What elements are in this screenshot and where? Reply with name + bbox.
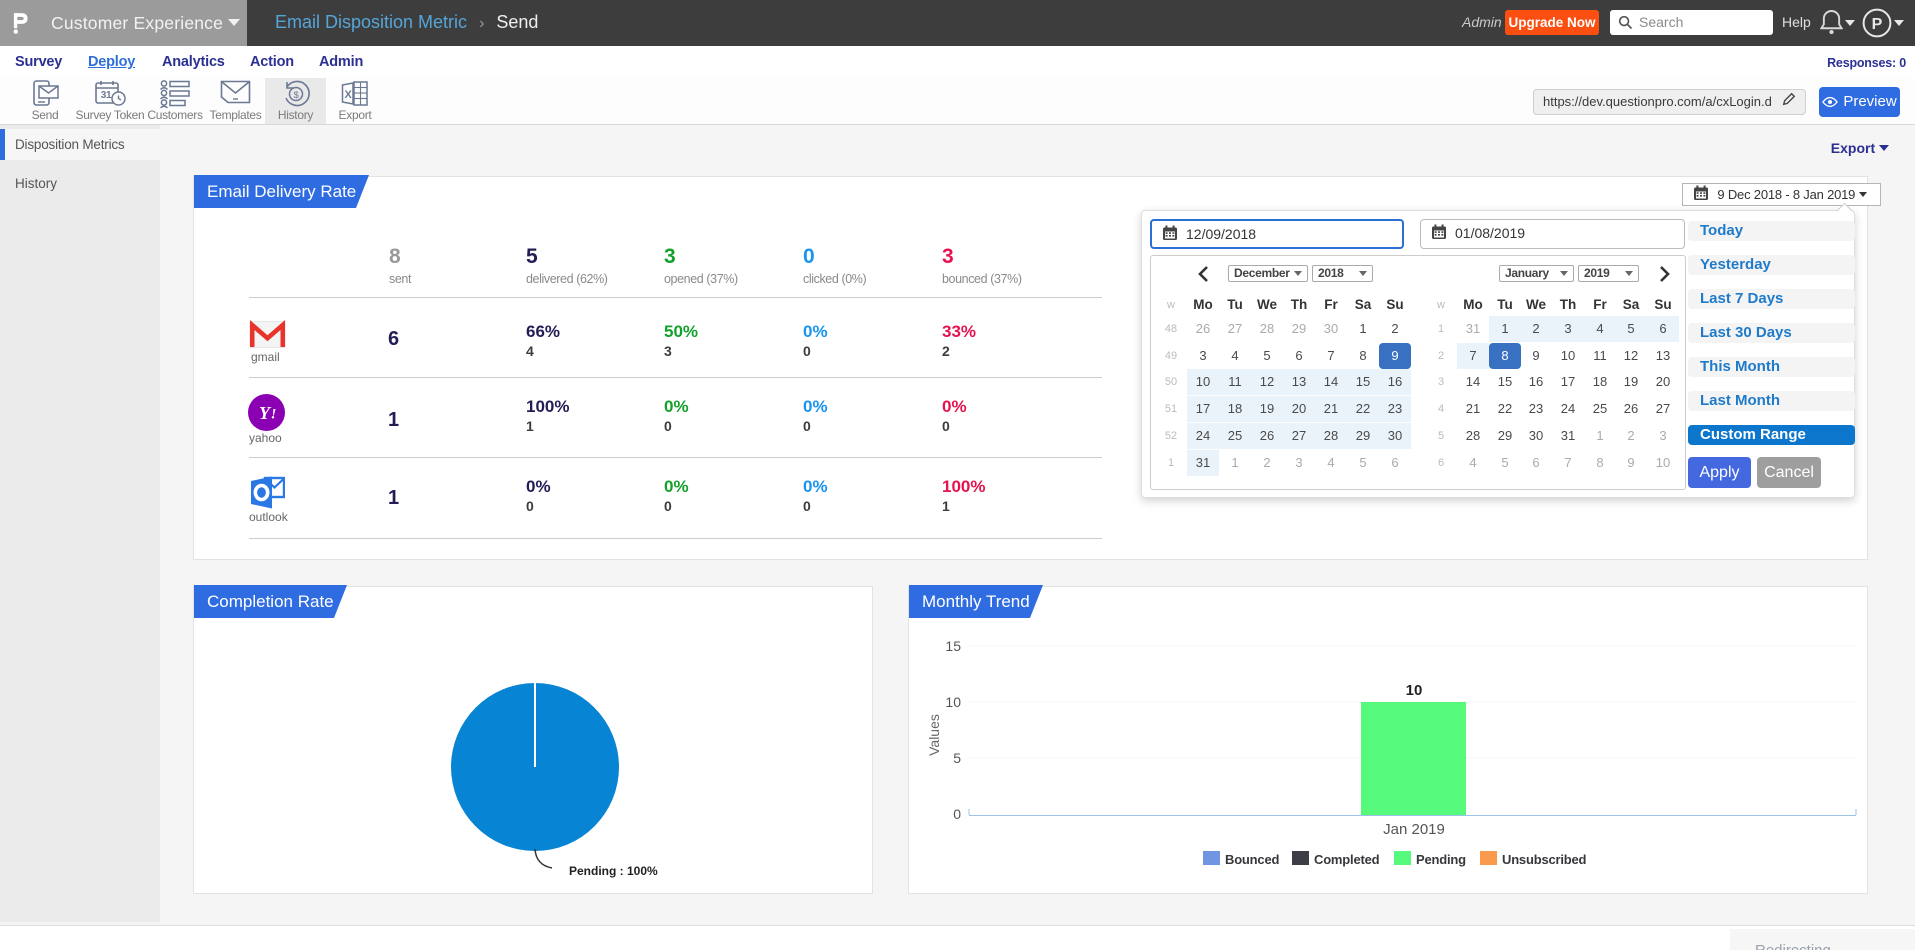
svg-text:Values: Values <box>926 714 942 756</box>
svg-text:$: $ <box>293 90 299 101</box>
svg-text:Unsubscribed: Unsubscribed <box>1502 852 1587 867</box>
svg-text:Completed: Completed <box>1314 852 1380 867</box>
svg-text:5: 5 <box>953 750 961 766</box>
svg-text:Bounced: Bounced <box>1225 852 1279 867</box>
svg-text:Y: Y <box>259 403 272 423</box>
svg-text:X: X <box>344 89 352 101</box>
svg-text:0: 0 <box>953 806 961 822</box>
svg-text:Pending: Pending <box>1416 852 1466 867</box>
svg-text:31: 31 <box>101 90 112 101</box>
svg-text:Pending : 100%: Pending : 100% <box>569 864 658 878</box>
svg-text:!: ! <box>271 407 277 423</box>
svg-text:Jan 2019: Jan 2019 <box>1383 821 1445 838</box>
svg-text:15: 15 <box>945 638 961 654</box>
svg-text:10: 10 <box>1406 682 1423 699</box>
svg-text:P: P <box>1872 16 1883 33</box>
svg-text:10: 10 <box>945 694 961 710</box>
